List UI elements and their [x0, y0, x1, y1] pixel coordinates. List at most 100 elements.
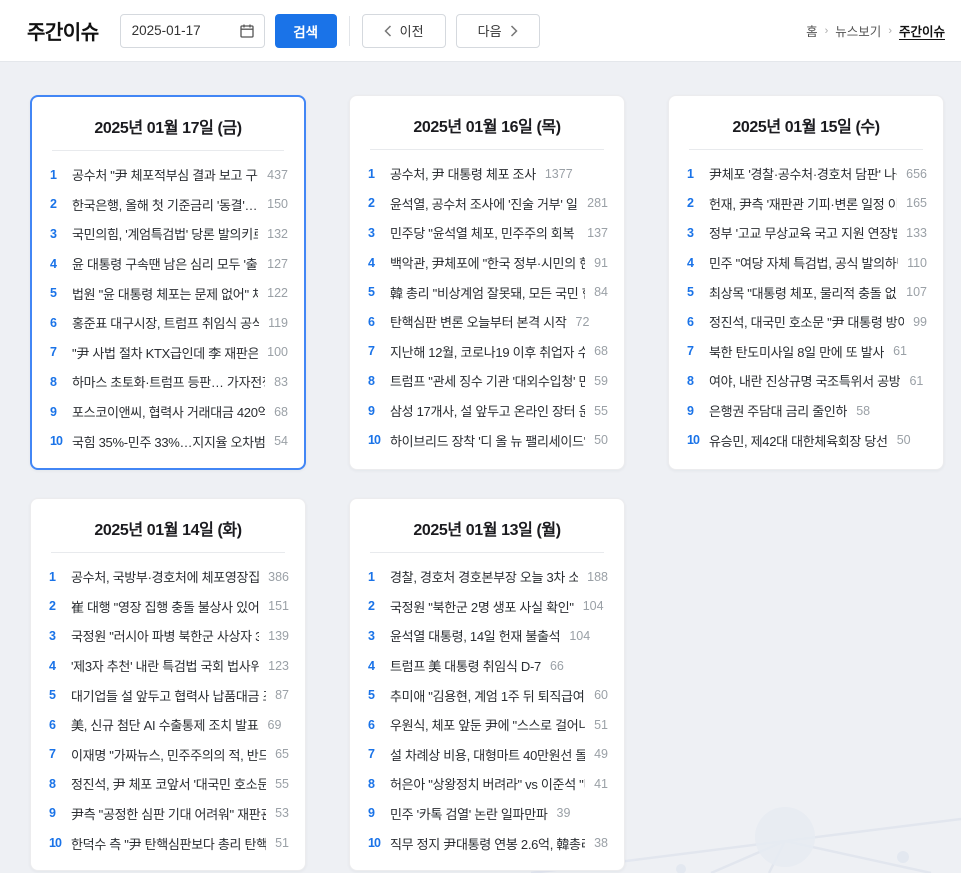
issue-item[interactable]: 8 허은아 "상왕정치 버려라" vs 이준석 "비… 41: [368, 769, 608, 799]
issue-item[interactable]: 5 최상목 "대통령 체포, 물리적 충돌 없어야" 107: [687, 277, 927, 307]
issue-item[interactable]: 1 경찰, 경호처 경호본부장 오늘 3차 소환 188: [368, 562, 608, 592]
issue-title[interactable]: "尹 사법 절차 KTX급인데 李 재판은 완…: [72, 345, 259, 361]
issue-item[interactable]: 3 정부 '고교 무상교육 국고 지원 연장법' … 133: [687, 218, 927, 248]
issue-item[interactable]: 8 하마스 초토화·트럼프 등판… 가자전쟁 … 83: [50, 367, 288, 397]
issue-item[interactable]: 5 추미애 "김용현, 계엄 1주 뒤 퇴직급여 신… 60: [368, 680, 608, 710]
next-button[interactable]: 다음: [455, 13, 540, 48]
issue-item[interactable]: 6 정진석, 대국민 호소문 "尹 대통령 방어… 99: [687, 307, 927, 337]
date-picker[interactable]: [119, 13, 265, 48]
issue-item[interactable]: 2 윤석열, 공수처 조사에 '진술 거부' 일관 281: [368, 189, 608, 219]
issue-title[interactable]: 추미애 "김용현, 계엄 1주 뒤 퇴직급여 신…: [390, 688, 585, 704]
issue-item[interactable]: 6 탄핵심판 변론 오늘부터 본격 시작 72: [368, 307, 608, 337]
issue-title[interactable]: 홍준표 대구시장, 트럼프 취임식 공식 초…: [72, 316, 260, 332]
issue-title[interactable]: 정부 '고교 무상교육 국고 지원 연장법' …: [709, 226, 898, 242]
search-button[interactable]: 검색: [274, 13, 337, 48]
issue-title[interactable]: 美, 신규 첨단 AI 수출통제 조치 발표: [71, 718, 259, 734]
issue-title[interactable]: 국정원 "북한군 2명 생포 사실 확인": [390, 599, 574, 615]
issue-item[interactable]: 2 崔 대행 "영장 집행 충돌 불상사 있어선 … 151: [49, 592, 289, 622]
issue-title[interactable]: 우원식, 체포 앞둔 尹에 "스스로 걸어나…: [390, 718, 586, 734]
issue-title[interactable]: 허은아 "상왕정치 버려라" vs 이준석 "비…: [390, 777, 585, 793]
issue-item[interactable]: 10 국힘 35%-민주 33%…지지율 오차범위 … 54: [50, 426, 288, 456]
issue-title[interactable]: 윤석열, 공수처 조사에 '진술 거부' 일관: [390, 196, 579, 212]
issue-item[interactable]: 1 공수처, 尹 대통령 체포 조사 1377: [368, 159, 608, 189]
issue-item[interactable]: 7 "尹 사법 절차 KTX급인데 李 재판은 완… 100: [50, 338, 288, 368]
issue-title[interactable]: 백악관, 尹체포에 "한국 정부·시민의 헌…: [390, 256, 586, 272]
issue-item[interactable]: 8 트럼프 "관세 징수 기관 '대외수입청' 만… 59: [368, 366, 608, 396]
breadcrumb-weekly-issue[interactable]: 주간이슈: [898, 25, 945, 39]
issue-title[interactable]: '제3자 추천' 내란 특검법 국회 법사위 통과: [71, 659, 260, 675]
issue-title[interactable]: 국정원 "러시아 파병 북한군 사상자 300…: [71, 629, 260, 645]
issue-title[interactable]: 최상목 "대통령 체포, 물리적 충돌 없어야": [709, 285, 897, 301]
issue-item[interactable]: 10 유승민, 제42대 대한체육회장 당선 50: [687, 425, 927, 455]
issue-item[interactable]: 10 한덕수 측 "尹 탄핵심판보다 총리 탄핵 … 51: [49, 828, 289, 858]
issue-title[interactable]: 공수처 "尹 체포적부심 결과 보고 구속…: [72, 168, 258, 184]
issue-item[interactable]: 7 북한 탄도미사일 8일 만에 또 발사 61: [687, 337, 927, 367]
issue-title[interactable]: 윤석열 대통령, 14일 헌재 불출석: [390, 629, 561, 645]
issue-title[interactable]: 국힘 35%-민주 33%…지지율 오차범위 …: [72, 434, 266, 450]
breadcrumb-home[interactable]: 홈: [806, 25, 818, 39]
issue-item[interactable]: 3 윤석열 대통령, 14일 헌재 불출석 104: [368, 621, 608, 651]
issue-item[interactable]: 6 美, 신규 첨단 AI 수출통제 조치 발표 69: [49, 710, 289, 740]
issue-item[interactable]: 6 홍준표 대구시장, 트럼프 취임식 공식 초… 119: [50, 308, 288, 338]
issue-item[interactable]: 3 민주당 "윤석열 체포, 민주주의 회복 첫… 137: [368, 218, 608, 248]
issue-title[interactable]: 민주 "여당 자체 특검법, 공식 발의하면 …: [709, 256, 898, 272]
issue-item[interactable]: 2 헌재, 尹측 '재판관 기피·변론 일정 이의… 165: [687, 189, 927, 219]
issue-item[interactable]: 4 윤 대통령 구속땐 남은 심리 모두 '출석 … 127: [50, 249, 288, 279]
issue-item[interactable]: 2 한국은행, 올해 첫 기준금리 '동결'…연 3… 150: [50, 190, 288, 220]
issue-item[interactable]: 9 은행권 주담대 금리 줄인하 58: [687, 396, 927, 426]
issue-title[interactable]: 하마스 초토화·트럼프 등판… 가자전쟁 …: [72, 375, 265, 391]
issue-title[interactable]: 경찰, 경호처 경호본부장 오늘 3차 소환: [390, 570, 579, 586]
issue-title[interactable]: 尹체포 '경찰·공수처·경호처 담판' 나섰다: [709, 167, 897, 183]
issue-item[interactable]: 7 설 차례상 비용, 대형마트 40만원선 돌파… 49: [368, 740, 608, 770]
date-input[interactable]: [131, 23, 239, 38]
issue-title[interactable]: 정진석, 대국민 호소문 "尹 대통령 방어…: [709, 315, 905, 331]
issue-title[interactable]: 韓 총리 "비상계엄 잘못돼, 모든 국민 헌…: [390, 285, 586, 301]
issue-item[interactable]: 3 국정원 "러시아 파병 북한군 사상자 300… 139: [49, 621, 289, 651]
issue-title[interactable]: 삼성 17개사, 설 앞두고 온라인 장터 운영: [390, 404, 586, 420]
issue-item[interactable]: 10 직무 정지 尹대통령 연봉 2.6억, 韓총리… 38: [368, 828, 608, 858]
issue-title[interactable]: 트럼프 "관세 징수 기관 '대외수입청' 만…: [390, 374, 586, 390]
issue-item[interactable]: 5 대기업들 설 앞두고 협력사 납품대금 조… 87: [49, 680, 289, 710]
issue-item[interactable]: 9 포스코이앤씨, 협력사 거래대금 420억 … 68: [50, 397, 288, 427]
issue-title[interactable]: 민주 '카톡 검열' 논란 일파만파: [390, 806, 548, 822]
issue-title[interactable]: 설 차례상 비용, 대형마트 40만원선 돌파…: [390, 747, 586, 763]
issue-item[interactable]: 9 민주 '카톡 검열' 논란 일파만파 39: [368, 799, 608, 829]
issue-item[interactable]: 1 尹체포 '경찰·공수처·경호처 담판' 나섰다 656: [687, 159, 927, 189]
breadcrumb-newsview[interactable]: 뉴스보기: [835, 25, 882, 39]
issue-item[interactable]: 10 하이브리드 장착 '디 올 뉴 팰리세이드' … 50: [368, 425, 608, 455]
issue-title[interactable]: 한덕수 측 "尹 탄핵심판보다 총리 탄핵 …: [71, 836, 267, 852]
issue-item[interactable]: 4 트럼프 美 대통령 취임식 D-7 66: [368, 651, 608, 681]
issue-title[interactable]: 포스코이앤씨, 협력사 거래대금 420억 …: [72, 405, 266, 421]
issue-title[interactable]: 지난해 12월, 코로나19 이후 취업자 수 …: [390, 344, 586, 360]
issue-title[interactable]: 하이브리드 장착 '디 올 뉴 팰리세이드' …: [390, 433, 586, 449]
issue-item[interactable]: 1 공수처, 국방부·경호처에 체포영장집행 … 386: [49, 562, 289, 592]
issue-item[interactable]: 8 정진석, 尹 체포 코앞서 '대국민 호소문' … 55: [49, 769, 289, 799]
issue-title[interactable]: 은행권 주담대 금리 줄인하: [709, 404, 848, 420]
issue-item[interactable]: 9 삼성 17개사, 설 앞두고 온라인 장터 운영 55: [368, 396, 608, 426]
issue-title[interactable]: 정진석, 尹 체포 코앞서 '대국민 호소문' …: [71, 777, 267, 793]
calendar-icon[interactable]: [239, 23, 255, 39]
issue-title[interactable]: 탄핵심판 변론 오늘부터 본격 시작: [390, 315, 567, 331]
issue-title[interactable]: 국민의힘, '계엄특검법' 당론 발의키로: [72, 227, 259, 243]
issue-item[interactable]: 4 '제3자 추천' 내란 특검법 국회 법사위 통과 123: [49, 651, 289, 681]
issue-title[interactable]: 공수처, 尹 대통령 체포 조사: [390, 167, 536, 183]
prev-button[interactable]: 이전: [361, 13, 446, 48]
issue-title[interactable]: 법원 "윤 대통령 체포는 문제 없어" 체포…: [72, 286, 259, 302]
issue-title[interactable]: 여야, 내란 진상규명 국조특위서 공방: [709, 374, 901, 390]
issue-item[interactable]: 4 백악관, 尹체포에 "한국 정부·시민의 헌… 91: [368, 248, 608, 278]
issue-title[interactable]: 유승민, 제42대 대한체육회장 당선: [709, 433, 888, 449]
issue-item[interactable]: 5 법원 "윤 대통령 체포는 문제 없어" 체포… 122: [50, 278, 288, 308]
issue-title[interactable]: 한국은행, 올해 첫 기준금리 '동결'…연 3…: [72, 197, 258, 213]
issue-title[interactable]: 崔 대행 "영장 집행 충돌 불상사 있어선 …: [71, 599, 260, 615]
issue-title[interactable]: 직무 정지 尹대통령 연봉 2.6억, 韓총리…: [390, 836, 586, 852]
issue-title[interactable]: 북한 탄도미사일 8일 만에 또 발사: [709, 344, 885, 360]
issue-title[interactable]: 공수처, 국방부·경호처에 체포영장집행 …: [71, 570, 260, 586]
issue-item[interactable]: 8 여야, 내란 진상규명 국조특위서 공방 61: [687, 366, 927, 396]
issue-title[interactable]: 尹측 "공정한 심판 기대 어려워" 재판관 …: [71, 806, 266, 822]
issue-item[interactable]: 7 지난해 12월, 코로나19 이후 취업자 수 … 68: [368, 337, 608, 367]
issue-title[interactable]: 윤 대통령 구속땐 남은 심리 모두 '출석 …: [72, 257, 258, 273]
issue-title[interactable]: 대기업들 설 앞두고 협력사 납품대금 조…: [71, 688, 267, 704]
issue-title[interactable]: 이재명 "가짜뉴스, 민주주의의 적, 반드…: [71, 747, 267, 763]
issue-item[interactable]: 6 우원식, 체포 앞둔 尹에 "스스로 걸어나… 51: [368, 710, 608, 740]
issue-item[interactable]: 1 공수처 "尹 체포적부심 결과 보고 구속… 437: [50, 160, 288, 190]
